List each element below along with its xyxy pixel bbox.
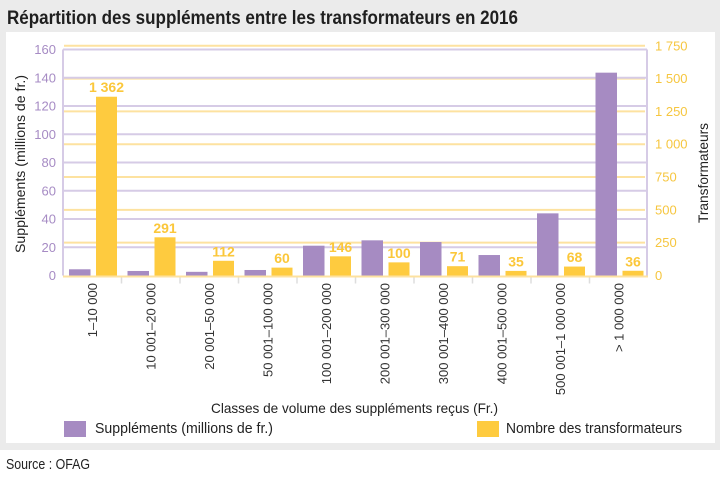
bar-transformateurs	[447, 266, 468, 276]
category-label: 300 001–400 000	[436, 283, 451, 384]
data-label-transformateurs: 36	[625, 253, 641, 269]
data-label-transformateurs: 68	[567, 249, 583, 265]
data-labels: 1 362 291 112 60 146 100 71 35 68 36	[89, 79, 641, 269]
bar-transformateurs	[96, 96, 117, 276]
left-tick-label: 160	[34, 42, 56, 57]
bar-supplements	[186, 271, 208, 276]
source-note: Source : OFAG	[6, 456, 90, 473]
bar-supplements	[420, 242, 442, 276]
right-tick-label: 1 750	[655, 38, 688, 53]
left-tick-label: 0	[49, 268, 56, 283]
category-label: 400 001–500 000	[494, 283, 509, 384]
data-label-transformateurs: 100	[387, 245, 411, 261]
legend-swatch-supplements	[64, 421, 86, 437]
right-axis-title: Transformateurs	[695, 123, 711, 223]
bar-transformateurs	[564, 266, 585, 276]
bar-supplements	[478, 255, 500, 276]
plot-frame	[62, 49, 648, 284]
right-tick-label: 1 500	[655, 71, 688, 86]
category-label: 50 001–100 000	[260, 283, 275, 377]
data-label-transformateurs: 146	[329, 239, 353, 255]
left-tick-label: 100	[34, 127, 56, 142]
bars	[69, 72, 644, 276]
legend-label-transformateurs: Nombre des transformateurs	[506, 420, 682, 437]
legend-item-supplements: Suppléments (millions de fr.)	[64, 420, 273, 437]
left-tick-label: 20	[42, 240, 56, 255]
bar-transformateurs	[388, 262, 410, 276]
bar-supplements	[303, 245, 325, 276]
bar-transformateurs	[213, 260, 234, 276]
left-tick-label: 40	[42, 212, 56, 227]
category-label: 200 001–300 000	[377, 283, 392, 384]
bar-supplements	[127, 270, 149, 276]
bar-supplements	[69, 269, 91, 276]
bar-transformateurs	[622, 270, 644, 276]
data-label-transformateurs: 71	[450, 249, 466, 265]
legend-label-supplements: Suppléments (millions de fr.)	[95, 420, 273, 437]
category-label: 500 001–1 000 000	[553, 283, 568, 395]
right-tick-label: 0	[655, 268, 662, 283]
data-label-transformateurs: 1 362	[89, 79, 124, 95]
category-labels: 1–10 000 10 001–20 000 20 001–50 000 50 001…	[85, 283, 627, 395]
right-tick-label: 750	[655, 170, 677, 185]
legend-item-transformateurs: Nombre des transformateurs	[477, 420, 682, 437]
data-label-transformateurs: 60	[274, 250, 290, 266]
chart-title: Répartition des suppléments entre les tr…	[7, 8, 518, 29]
category-label: > 1 000 000	[611, 283, 626, 352]
legend: Suppléments (millions de fr.) Nombre des…	[64, 420, 682, 437]
legend-swatch-transformateurs	[477, 421, 499, 437]
left-tick-label: 120	[34, 99, 56, 114]
category-label: 100 001–200 000	[319, 283, 334, 384]
bar-supplements	[244, 269, 266, 276]
bar-transformateurs	[505, 270, 527, 276]
bar-supplements	[537, 213, 559, 276]
category-label: 20 001–50 000	[202, 283, 217, 370]
right-tick-label: 1 250	[655, 104, 688, 119]
left-tick-label: 60	[42, 183, 56, 198]
bar-transformateurs	[154, 237, 176, 276]
left-axis-ticks: 0 20 40 60 80 100 120 140 160	[34, 42, 56, 283]
bar-transformateurs	[271, 267, 293, 276]
left-tick-label: 80	[42, 155, 56, 170]
bar-transformateurs	[330, 256, 351, 276]
right-tick-label: 500	[655, 202, 677, 217]
category-label: 10 001–20 000	[143, 283, 158, 370]
x-axis-title: Classes de volume des suppléments reçus …	[211, 400, 498, 416]
right-tick-label: 250	[655, 235, 677, 250]
bar-supplements	[595, 72, 617, 276]
right-axis-ticks: 0 250 500 750 1 000 1 250 1 500 1 750	[655, 38, 688, 283]
data-label-transformateurs: 291	[153, 220, 177, 236]
left-tick-label: 140	[34, 70, 56, 85]
left-axis-title: Suppléments (millions de fr.)	[12, 75, 28, 253]
right-tick-label: 1 000	[655, 137, 688, 152]
category-label: 1–10 000	[85, 283, 100, 337]
bar-supplements	[361, 240, 383, 276]
data-label-transformateurs: 35	[508, 253, 524, 269]
data-label-transformateurs: 112	[212, 243, 235, 259]
